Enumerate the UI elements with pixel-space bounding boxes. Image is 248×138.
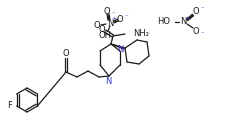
Text: N: N — [180, 18, 186, 26]
Text: F: F — [7, 102, 12, 111]
Text: O: O — [117, 15, 123, 25]
Text: O: O — [99, 25, 105, 34]
Text: N: N — [117, 44, 123, 54]
Text: N: N — [107, 18, 113, 27]
Text: ⁻: ⁻ — [111, 11, 115, 17]
Text: OH: OH — [98, 30, 112, 39]
Text: HO: HO — [157, 18, 170, 26]
Text: O: O — [94, 22, 100, 30]
Text: ⁻: ⁻ — [200, 6, 204, 12]
Text: +: + — [184, 15, 190, 21]
Text: O: O — [193, 7, 199, 17]
Text: ⁻: ⁻ — [200, 31, 204, 37]
Text: ⁻: ⁻ — [124, 14, 128, 20]
Text: +: + — [111, 17, 117, 22]
Text: O: O — [104, 6, 110, 15]
Text: N: N — [105, 76, 111, 86]
Text: NH₂: NH₂ — [133, 29, 149, 38]
Text: O: O — [63, 50, 69, 59]
Text: O: O — [193, 26, 199, 35]
